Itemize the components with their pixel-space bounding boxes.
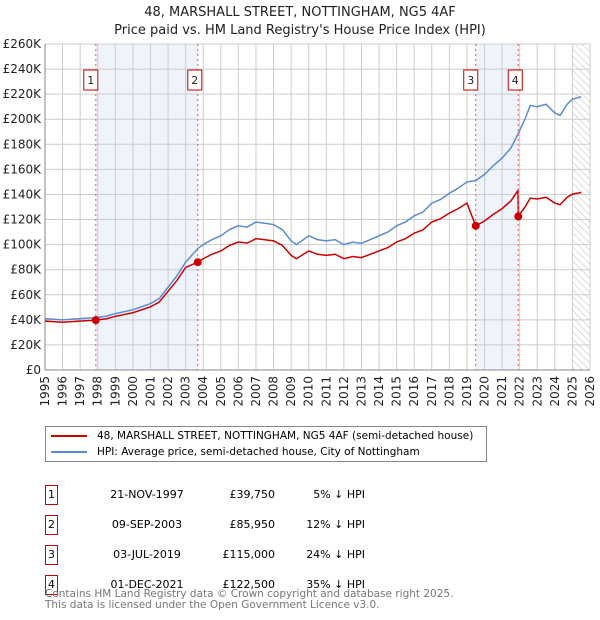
table-row: 3 03-JUL-2019 £115,000 24% ↓ HPI	[45, 545, 445, 565]
y-tick-label: £20K	[10, 338, 42, 352]
x-tick-label: 2013	[354, 376, 368, 407]
row-price: £85,950	[229, 518, 276, 531]
y-tick-label: £160K	[3, 162, 43, 176]
x-tick-label: 2022	[513, 376, 527, 407]
sale-point	[514, 212, 523, 221]
x-tick-label: 2024	[548, 376, 562, 407]
y-tick-label: £40K	[10, 313, 42, 327]
x-tick-label: 2021	[495, 376, 509, 407]
x-tick-label: 2012	[337, 376, 351, 407]
row-date: 21-NOV-1997	[110, 488, 184, 501]
legend: 48, MARSHALL STREET, NOTTINGHAM, NG5 4AF…	[45, 426, 487, 462]
y-tick-label: £100K	[3, 238, 43, 252]
y-tick-label: £220K	[3, 87, 43, 101]
x-tick-label: 2018	[442, 376, 456, 407]
legend-property: 48, MARSHALL STREET, NOTTINGHAM, NG5 4AF…	[97, 430, 474, 442]
y-tick-label: £80K	[10, 263, 42, 277]
sale-point	[471, 221, 480, 230]
x-tick-label: 2000	[126, 376, 140, 407]
y-tick-label: £240K	[3, 62, 43, 76]
sale-label-box	[507, 69, 523, 91]
sale-point	[91, 316, 100, 325]
x-tick-label: 2023	[530, 376, 544, 407]
row-hpi-diff: 5% ↓ HPI	[313, 488, 365, 501]
table-row: 4 01-DEC-2021 £122,500 35% ↓ HPI	[45, 575, 445, 595]
y-tick-label: £0	[26, 363, 41, 377]
x-tick-label: 2019	[460, 376, 474, 407]
row-date: 09-SEP-2003	[111, 518, 183, 531]
x-tick-label: 2017	[425, 376, 439, 407]
table-row: 2 09-SEP-2003 £85,950 12% ↓ HPI	[45, 515, 445, 535]
x-tick-label: 2001	[143, 376, 157, 407]
x-tick-label: 1999	[108, 376, 122, 407]
sale-point	[193, 258, 202, 267]
row-id: 1	[45, 485, 58, 505]
y-tick-label: £120K	[3, 213, 43, 227]
sale-label: 1	[87, 74, 94, 87]
x-tick-label: 1998	[91, 376, 105, 407]
x-tick-label: 2004	[196, 376, 210, 407]
sale-label-box	[83, 69, 99, 91]
sale-label: 2	[191, 74, 198, 87]
x-tick-label: 2006	[231, 376, 245, 407]
footer-line2: This data is licensed under the Open Gov…	[45, 599, 380, 611]
x-tick-label: 2008	[267, 376, 281, 407]
row-hpi-diff: 24% ↓ HPI	[306, 548, 365, 561]
chart-title: 48, MARSHALL STREET, NOTTINGHAM, NG5 4AF	[144, 5, 456, 20]
plot-area: £0 £20K £40K £60K £80K £100K £120K £140K £160K £1…	[3, 37, 597, 407]
y-tick-label: £140K	[3, 187, 43, 201]
table-row: 1 21-NOV-1997 £39,750 5% ↓ HPI	[45, 485, 445, 505]
x-tick-label: 2010	[302, 376, 316, 407]
row-date: 03-JUL-2019	[113, 548, 181, 561]
row-price: £122,500	[222, 578, 276, 591]
x-tick-label: 1995	[38, 376, 52, 407]
legend-hpi: HPI: Average price, semi-detached house,…	[97, 446, 420, 458]
x-tick-label: 2026	[583, 376, 597, 407]
x-tick-label: 2014	[372, 376, 386, 407]
row-hpi-diff: 12% ↓ HPI	[306, 518, 365, 531]
y-tick-label: £260K	[3, 37, 43, 51]
row-id: 4	[45, 575, 58, 595]
x-tick-label: 1996	[56, 376, 70, 407]
x-tick-label: 2009	[284, 376, 298, 407]
chart-subtitle: Price paid vs. HM Land Registry's House …	[114, 23, 486, 38]
x-tick-label: 2025	[565, 376, 579, 407]
row-id: 3	[45, 545, 58, 565]
row-hpi-diff: 35% ↓ HPI	[306, 578, 365, 591]
sale-label: 4	[512, 74, 519, 87]
row-date: 01-DEC-2021	[110, 578, 184, 591]
footer-line1: Contains HM Land Registry data © Crown c…	[45, 588, 454, 600]
x-tick-label: 2005	[214, 376, 228, 407]
row-price: £39,750	[229, 488, 276, 501]
row-id: 2	[45, 515, 58, 535]
x-tick-label: 2002	[161, 376, 175, 407]
property-line	[44, 188, 582, 324]
legend-blue-line	[51, 451, 87, 453]
x-tick-label: 2007	[249, 376, 263, 407]
x-tick-label: 2015	[390, 376, 404, 407]
y-tick-label: £180K	[3, 137, 43, 151]
x-tick-label: 1997	[73, 376, 87, 407]
row-price: £115,000	[222, 548, 276, 561]
x-tick-label: 2020	[478, 376, 492, 407]
x-tick-label: 2011	[319, 376, 333, 407]
hpi-line	[44, 95, 582, 321]
footer: Contains HM Land Registry data © Crown c…	[45, 589, 453, 611]
legend-red-line	[51, 435, 87, 437]
sale-label-box	[187, 69, 203, 91]
forecast-hatch	[572, 44, 590, 370]
x-tick-label: 2016	[407, 376, 421, 407]
y-tick-label: £200K	[3, 112, 43, 126]
x-tick-label: 2003	[179, 376, 193, 407]
shaded-period	[475, 44, 519, 370]
y-tick-label: £60K	[10, 288, 42, 302]
sale-label: 3	[467, 74, 474, 87]
shaded-period	[95, 44, 198, 370]
sale-label-box	[463, 69, 479, 91]
